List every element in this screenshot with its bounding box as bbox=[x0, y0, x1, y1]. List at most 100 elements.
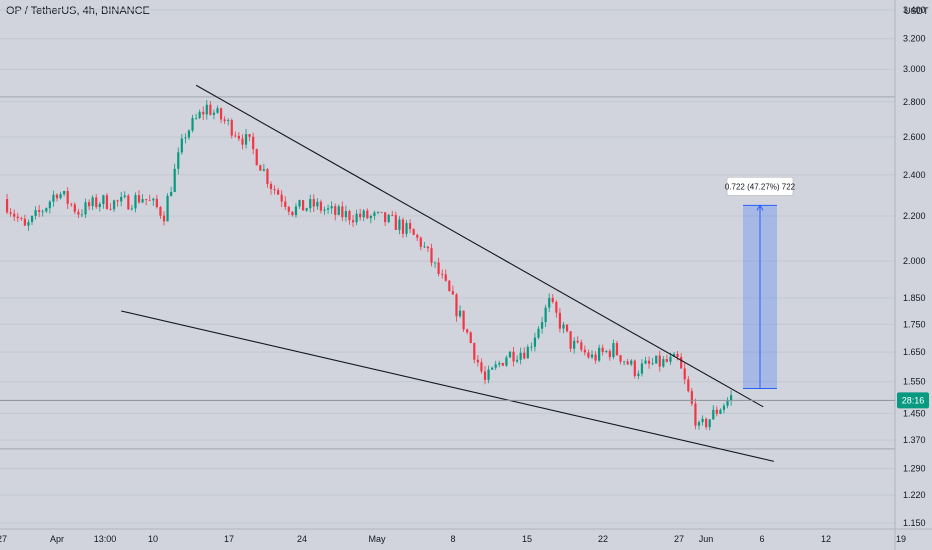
candle-body bbox=[640, 363, 644, 374]
candle-body bbox=[30, 215, 34, 223]
candle-body bbox=[601, 347, 604, 352]
candle-body bbox=[266, 169, 269, 184]
candle-body bbox=[362, 210, 365, 218]
current-price-badge bbox=[897, 392, 929, 409]
candle-body bbox=[423, 246, 426, 248]
candle-body bbox=[466, 329, 469, 333]
candle-body bbox=[626, 361, 629, 365]
candle-body bbox=[644, 360, 647, 364]
candle-body bbox=[369, 215, 372, 219]
candle-body bbox=[583, 349, 586, 353]
candle-body bbox=[473, 343, 476, 360]
candle-body bbox=[66, 190, 69, 204]
candle-body bbox=[548, 297, 551, 308]
candle-body bbox=[105, 195, 109, 209]
candle-body bbox=[426, 246, 430, 249]
candle-body bbox=[195, 117, 198, 119]
candle-body bbox=[152, 198, 155, 201]
candle-body bbox=[77, 211, 80, 215]
candle-body bbox=[34, 210, 37, 216]
candle-body bbox=[637, 373, 640, 376]
candle-body bbox=[16, 216, 19, 219]
y-tick-label: 3.200 bbox=[903, 34, 926, 44]
candle-body bbox=[476, 359, 479, 363]
candle-body bbox=[519, 352, 522, 360]
x-tick-label: 10 bbox=[148, 534, 158, 544]
candle-body bbox=[341, 206, 344, 218]
candle-body bbox=[366, 210, 369, 219]
candle-body bbox=[191, 118, 194, 131]
x-tick-label: 24 bbox=[297, 534, 307, 544]
candle-body bbox=[80, 214, 84, 216]
candle-body bbox=[619, 355, 622, 362]
candle-body bbox=[198, 111, 201, 118]
candle-body bbox=[669, 356, 672, 362]
candle-body bbox=[533, 337, 537, 347]
candle-body bbox=[719, 409, 722, 414]
candle-body bbox=[505, 357, 508, 366]
candle-body bbox=[123, 195, 126, 197]
y-tick-label: 2.400 bbox=[903, 170, 926, 180]
candle-body bbox=[109, 208, 112, 210]
candle-body bbox=[701, 418, 704, 423]
candle-body bbox=[730, 395, 733, 401]
candle-body bbox=[623, 361, 626, 363]
candle-body bbox=[458, 310, 462, 317]
x-tick-label: 13:00 bbox=[94, 534, 117, 544]
y-tick-label: 1.550 bbox=[903, 377, 926, 387]
candle-body bbox=[212, 112, 216, 115]
candle-body bbox=[387, 214, 390, 223]
candle-body bbox=[612, 343, 615, 358]
candle-body bbox=[351, 220, 355, 223]
candle-body bbox=[355, 213, 358, 223]
candle-body bbox=[63, 190, 66, 195]
candle-body bbox=[130, 208, 133, 210]
x-tick-label: Apr bbox=[50, 534, 64, 544]
candle-body bbox=[259, 165, 262, 171]
candle-body bbox=[687, 379, 690, 392]
y-tick-label: 1.220 bbox=[903, 490, 926, 500]
candle-body bbox=[95, 197, 98, 208]
y-tick-label: 1.150 bbox=[903, 518, 926, 528]
candle-body bbox=[241, 138, 244, 145]
candle-body bbox=[223, 119, 226, 122]
candle-body bbox=[394, 215, 397, 230]
candle-body bbox=[384, 212, 387, 223]
candle-body bbox=[658, 355, 661, 367]
candle-body bbox=[683, 368, 686, 380]
candle-body bbox=[530, 346, 533, 348]
candle-body bbox=[280, 194, 283, 202]
candle-body bbox=[501, 363, 504, 366]
candle-body bbox=[662, 359, 665, 367]
candle-body bbox=[419, 237, 422, 247]
candle-body bbox=[587, 352, 590, 358]
x-tick-label: 17 bbox=[224, 534, 234, 544]
candle-body bbox=[491, 367, 494, 370]
candle-body bbox=[498, 363, 501, 365]
candle-body bbox=[373, 212, 376, 216]
candle-body bbox=[469, 332, 472, 344]
y-tick-label: 2.000 bbox=[903, 256, 926, 266]
y-tick-label: 2.600 bbox=[903, 132, 926, 142]
candle-body bbox=[330, 206, 333, 209]
candle-body bbox=[401, 219, 405, 234]
candle-body bbox=[27, 222, 30, 226]
candle-body bbox=[690, 391, 693, 404]
candle-body bbox=[177, 152, 180, 169]
candle-body bbox=[494, 364, 497, 368]
candle-body bbox=[715, 409, 718, 414]
candle-body bbox=[230, 120, 233, 136]
candle-body bbox=[9, 212, 12, 214]
candle-body bbox=[598, 347, 601, 361]
candle-body bbox=[173, 168, 176, 192]
candle-body bbox=[202, 111, 205, 115]
candle-body bbox=[348, 211, 351, 221]
candle-body bbox=[91, 197, 94, 207]
candle-body bbox=[594, 354, 597, 361]
candle-body bbox=[302, 200, 305, 211]
candle-body bbox=[398, 219, 401, 230]
candle-body bbox=[262, 169, 265, 171]
x-tick-label: 19 bbox=[896, 534, 906, 544]
candle-body bbox=[526, 346, 529, 359]
